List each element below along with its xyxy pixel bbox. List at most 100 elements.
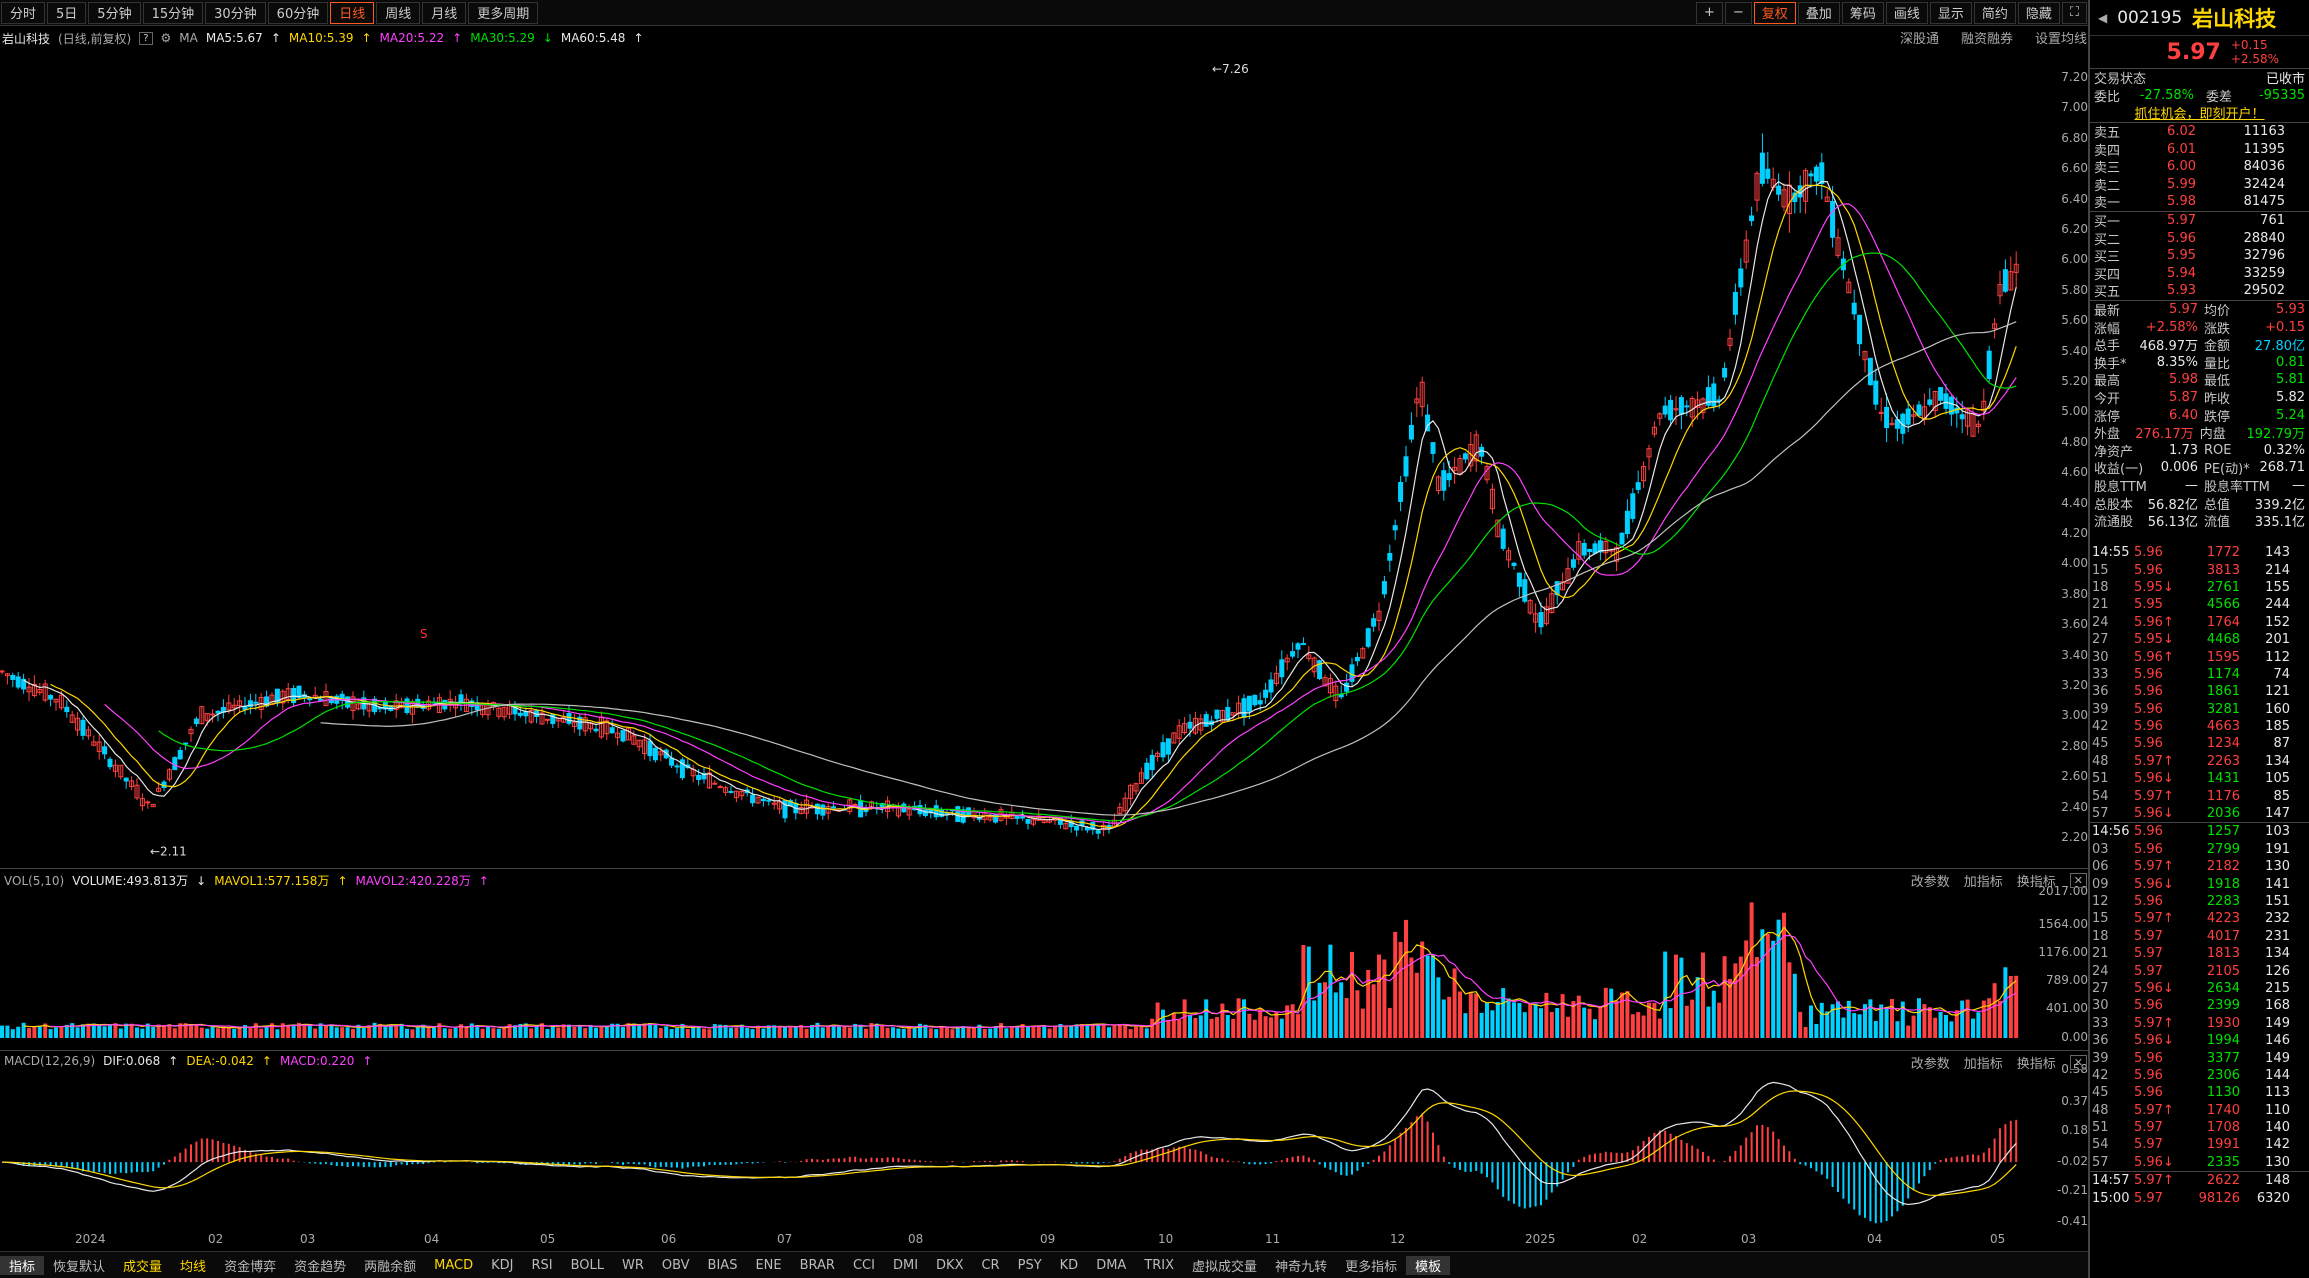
- volume-bar: [1036, 1026, 1041, 1038]
- toolbar-tool-2[interactable]: 复权: [1753, 1, 1796, 24]
- indicator-tab-11[interactable]: WR: [622, 1257, 644, 1273]
- candle-body: [1684, 405, 1690, 408]
- indicator-tab-3[interactable]: 均线: [180, 1259, 207, 1275]
- period-tab-7[interactable]: 周线: [376, 1, 421, 24]
- volume-bar: [756, 1025, 760, 1038]
- candle-body: [739, 790, 745, 797]
- candle-body: [215, 710, 221, 714]
- close-icon[interactable]: ✕: [2069, 873, 2087, 888]
- chart-link-0[interactable]: 深股通: [1899, 32, 1939, 47]
- period-tab-4[interactable]: 30分钟: [205, 1, 266, 24]
- indicator-tab-25[interactable]: 神奇九转: [1275, 1259, 1328, 1275]
- high-marker: ←7.26: [1212, 62, 1249, 76]
- prev-stock-icon[interactable]: ◀: [2098, 10, 2108, 25]
- candle-body: [280, 690, 286, 704]
- candle-body: [1041, 819, 1047, 823]
- period-tab-2[interactable]: 5分钟: [88, 1, 141, 24]
- indicator-tab-23[interactable]: TRIX: [1144, 1257, 1175, 1273]
- candle-body: [652, 747, 658, 761]
- fullscreen-icon[interactable]: ⛶: [2061, 1, 2087, 24]
- tick-divider: [2088, 822, 2309, 824]
- candle-body: [42, 683, 48, 701]
- indicator-tab-17[interactable]: DMI: [892, 1257, 919, 1273]
- indicator-tab-16[interactable]: CCI: [852, 1257, 875, 1273]
- price-chart[interactable]: ←7.26←2.11S*****************************…: [0, 48, 2040, 1278]
- tick-list[interactable]: 14:55 5.96 1772 143 15 5.96 3813 214 18 5.95↓ 2761…: [2088, 544, 2309, 1207]
- period-tab-9[interactable]: 更多周期: [468, 1, 539, 24]
- indicator-tab-8[interactable]: KDJ: [491, 1257, 514, 1273]
- volume-bar: [880, 1025, 885, 1038]
- toolbar-tool-0[interactable]: +: [1695, 1, 1723, 24]
- candle-body: [1754, 172, 1760, 201]
- volume-bar: [270, 1023, 274, 1038]
- volume-bar: [232, 1028, 237, 1038]
- candle-body: [1678, 397, 1684, 415]
- period-tab-3[interactable]: 15分钟: [142, 1, 204, 24]
- indicator-tab-9[interactable]: RSI: [531, 1257, 553, 1273]
- candle-body: [1905, 408, 1911, 425]
- volume-bar: [982, 1028, 987, 1038]
- help-icon[interactable]: ?: [139, 31, 153, 45]
- candle-body: [226, 702, 232, 711]
- toolbar-tool-6[interactable]: 显示: [1929, 1, 1972, 24]
- chart-link-1[interactable]: 融资融券: [1960, 32, 2013, 47]
- toolbar-tool-5[interactable]: 画线: [1885, 1, 1928, 24]
- chart-link-2[interactable]: 设置均线: [2034, 32, 2087, 47]
- candle-body: [1138, 772, 1144, 784]
- indicator-tab-7[interactable]: MACD: [434, 1257, 474, 1273]
- indicator-tab-15[interactable]: BRAR: [799, 1257, 835, 1273]
- volume-bar: [1625, 991, 1630, 1038]
- settings-icon[interactable]: ⚙: [160, 31, 172, 45]
- candle-body: [1576, 541, 1582, 560]
- indicator-tab-21[interactable]: KD: [1059, 1257, 1079, 1273]
- volume-bar: [934, 1029, 939, 1038]
- indicator-tab-20[interactable]: PSY: [1017, 1257, 1042, 1273]
- toolbar-tool-8[interactable]: 隐藏: [2017, 1, 2060, 24]
- indicator-tab-14[interactable]: ENE: [755, 1257, 782, 1273]
- toolbar-tool-4[interactable]: 筹码: [1841, 1, 1884, 24]
- indicator-tab-5[interactable]: 资金趋势: [294, 1259, 347, 1275]
- pane-tool-2[interactable]: 换指标: [2016, 1057, 2056, 1072]
- macd-tick: -0.41: [2056, 1214, 2088, 1228]
- indicator-tab-19[interactable]: CR: [981, 1257, 1000, 1273]
- price-tick: 7.00: [2061, 100, 2088, 115]
- indicator-tab-0[interactable]: 指标: [0, 1255, 45, 1275]
- toolbar-tool-3[interactable]: 叠加: [1797, 1, 1840, 24]
- candle-body: [10, 675, 16, 680]
- pane-tool-0[interactable]: 改参数: [1910, 875, 1950, 890]
- period-tab-6[interactable]: 日线: [330, 1, 375, 24]
- indicator-tab-1[interactable]: 恢复默认: [53, 1259, 106, 1275]
- volume-bar: [421, 1024, 426, 1038]
- indicator-tab-22[interactable]: DMA: [1096, 1257, 1127, 1273]
- indicator-tab-24[interactable]: 虚拟成交量: [1192, 1259, 1258, 1275]
- indicator-tab-2[interactable]: 成交量: [123, 1259, 163, 1275]
- indicator-tab-6[interactable]: 两融余额: [364, 1259, 417, 1275]
- promo-link[interactable]: 抓住机会，即刻开户！: [2134, 107, 2265, 123]
- indicator-tab-12[interactable]: OBV: [661, 1257, 690, 1273]
- period-tab-0[interactable]: 分时: [1, 1, 46, 24]
- pane-tool-1[interactable]: 加指标: [1963, 1057, 2003, 1072]
- volume-bar: [1987, 998, 1992, 1038]
- period-tab-5[interactable]: 60分钟: [267, 1, 329, 24]
- volume-bar: [1247, 1013, 1252, 1038]
- toolbar-tool-7[interactable]: 简约: [1973, 1, 2016, 24]
- pane-tool-0[interactable]: 改参数: [1910, 1057, 1950, 1072]
- candle-body: [1263, 689, 1269, 698]
- pane-tool-2[interactable]: 换指标: [2016, 875, 2056, 890]
- close-icon[interactable]: ✕: [2069, 1055, 2087, 1070]
- volume-bar: [1409, 957, 1414, 1038]
- indicator-tab-10[interactable]: BOLL: [570, 1257, 604, 1273]
- indicator-tab-13[interactable]: BIAS: [707, 1257, 738, 1273]
- volume-bar: [540, 1023, 544, 1038]
- period-tab-8[interactable]: 月线: [422, 1, 467, 24]
- indicator-tab-27[interactable]: 模板: [1406, 1255, 1451, 1275]
- pane-tool-1[interactable]: 加指标: [1963, 875, 2003, 890]
- period-tab-1[interactable]: 5日: [47, 1, 87, 24]
- volume-bar: [1387, 1007, 1392, 1038]
- ma-line-10: [50, 184, 2017, 829]
- indicator-tab-26[interactable]: 更多指标: [1345, 1259, 1398, 1275]
- indicator-tab-18[interactable]: DKX: [936, 1257, 964, 1273]
- indicator-tab-4[interactable]: 资金博弈: [224, 1259, 277, 1275]
- volume-bar: [1598, 1005, 1603, 1038]
- toolbar-tool-1[interactable]: −: [1724, 1, 1752, 24]
